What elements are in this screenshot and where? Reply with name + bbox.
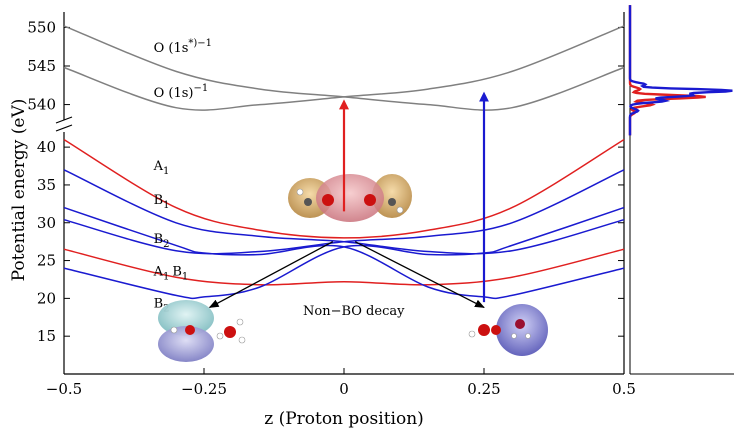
y-tick-label: 545 <box>27 57 56 75</box>
x-tick-label: 0.25 <box>467 380 500 398</box>
x-tick-label: −0.25 <box>181 380 227 398</box>
y-tick-label: 35 <box>37 176 56 194</box>
spectrum-lines <box>628 5 733 136</box>
spectrum-line-2 <box>628 5 733 136</box>
state-label-o1s: O (1s)−1 <box>154 83 209 101</box>
y-tick-label: 20 <box>37 289 56 307</box>
molecule-center-illustration <box>288 174 412 222</box>
state-label-a1-upper: A1 <box>153 159 170 177</box>
state-labels: O (1s*)−1O (1s)−1A1B1B2A1B1B2 <box>153 38 212 314</box>
spectrum-line-1 <box>628 5 706 136</box>
molecule-right-illustration <box>468 304 548 356</box>
decay-arrow-left <box>208 241 334 309</box>
molecule-left-illustration <box>158 300 246 362</box>
x-tick-label: 0.5 <box>612 380 636 398</box>
annotation-non-bo-decay: Non−BO decay <box>303 304 405 319</box>
arrows <box>208 91 489 309</box>
y-tick-label: 30 <box>37 214 56 232</box>
decay-arrow-right <box>354 241 485 309</box>
y-axis-label: Potential energy (eV) <box>9 99 29 282</box>
energy-curves <box>63 25 625 300</box>
energy-curve-2 <box>63 25 625 111</box>
y-tick-label: 550 <box>27 18 56 36</box>
energy-curve-4 <box>63 248 625 286</box>
energy-curve-3 <box>63 138 625 239</box>
state-label-b2-mid: B2 <box>154 232 170 250</box>
state-label-b1-upper: B1 <box>154 193 170 211</box>
x-axis-label: z (Proton position) <box>264 409 424 429</box>
y-tick-label: 15 <box>37 327 56 345</box>
state-label-a1b1-lower: A1 B1 <box>153 265 189 283</box>
axis-break-mark <box>55 116 73 132</box>
tick-labels: −0.5 −0.25 0 0.25 0.5 15 20 25 30 35 40 540 545 550 <box>27 18 636 398</box>
x-tick-label: 0 <box>339 380 349 398</box>
energy-curve-6 <box>63 169 625 255</box>
y-tick-label: 540 <box>27 96 56 114</box>
state-label-o1s-star: O (1s*)−1 <box>154 38 212 56</box>
y-tick-label: 40 <box>37 138 56 156</box>
energy-curve-8 <box>63 206 625 300</box>
y-tick-label: 25 <box>37 252 56 270</box>
spectrum-panel <box>628 5 734 375</box>
x-tick-label: −0.5 <box>46 380 82 398</box>
